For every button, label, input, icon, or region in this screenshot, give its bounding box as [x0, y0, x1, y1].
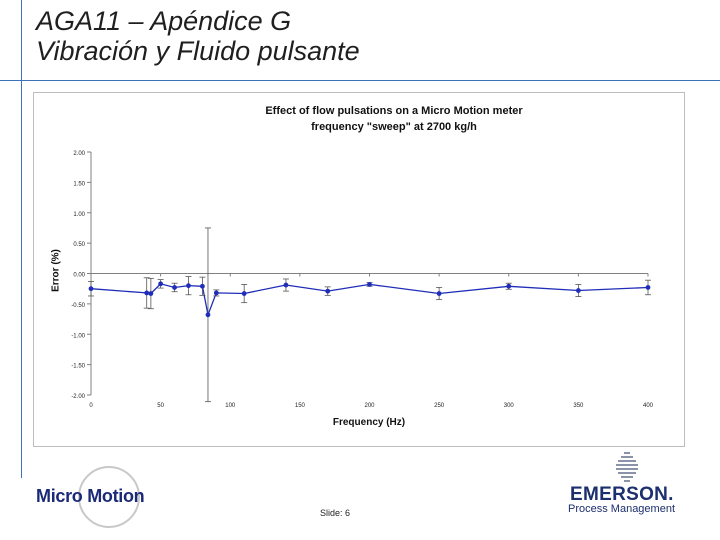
chart-title-line1: Effect of flow pulsations on a Micro Mot… — [265, 105, 523, 117]
data-point — [283, 282, 289, 288]
x-tick-label: 300 — [504, 403, 515, 409]
micro-motion-seal-icon — [78, 466, 140, 528]
data-point — [213, 290, 219, 296]
y-tick-label: -1.50 — [71, 364, 85, 370]
data-point — [575, 288, 581, 293]
y-tick-label: 2.00 — [73, 151, 85, 157]
data-point — [436, 291, 442, 296]
slide-title: AGA11 – Apéndice G Vibración y Fluido pu… — [36, 6, 360, 66]
chart-title-line2: frequency "sweep" at 2700 kg/h — [311, 121, 477, 133]
micro-motion-logo: Micro Motion — [36, 486, 145, 506]
x-tick-label: 50 — [157, 403, 164, 409]
data-point — [325, 288, 331, 294]
data-point — [205, 312, 211, 318]
chart-plot: 2.00 1.50 1.00 0.50 0.00 -0.50 -1.00 -1.50 -2.00… — [71, 151, 654, 409]
y-tick-label: 1.00 — [73, 212, 85, 218]
x-axis-title: Frequency (Hz) — [332, 417, 406, 428]
x-tick-label: 150 — [295, 403, 306, 409]
y-axis-title: Error (%) — [50, 249, 62, 292]
x-tick-label: 400 — [643, 403, 654, 409]
slide-number: Slide: 6 — [319, 508, 351, 518]
y-tick-label: -0.50 — [71, 303, 85, 309]
data-point — [367, 282, 372, 287]
emerson-subtitle: Process Management — [568, 503, 675, 515]
emerson-mark-icon — [616, 452, 638, 482]
y-tick-label: -1.00 — [71, 333, 85, 339]
data-point — [148, 291, 154, 296]
x-tick-label: 100 — [225, 403, 236, 409]
data-point — [645, 285, 651, 290]
slide-title-line1: AGA11 – Apéndice G — [36, 6, 292, 36]
x-tick-label: 0 — [89, 403, 93, 409]
accent-vertical-line — [21, 0, 22, 478]
data-point — [158, 281, 164, 287]
chart-panel: Effect of flow pulsations on a Micro Mot… — [33, 92, 685, 447]
x-tick-label: 200 — [364, 403, 375, 409]
data-point — [241, 291, 247, 296]
data-point — [200, 283, 205, 289]
data-point — [88, 286, 94, 292]
data-point — [172, 285, 177, 290]
slide-title-line2: Vibración y Fluido pulsante — [36, 36, 360, 66]
y-tick-label: 0.50 — [73, 242, 85, 248]
y-tick-label: -2.00 — [71, 394, 85, 400]
y-tick-label: 0.00 — [73, 273, 85, 279]
x-tick-label: 350 — [573, 403, 584, 409]
y-tick-label: 1.50 — [73, 181, 85, 187]
data-point — [186, 283, 191, 289]
data-point — [144, 290, 150, 296]
accent-horizontal-line — [0, 80, 720, 81]
data-point — [506, 283, 512, 289]
emerson-logo: EMERSON. — [570, 484, 674, 505]
x-tick-label: 250 — [434, 403, 445, 409]
